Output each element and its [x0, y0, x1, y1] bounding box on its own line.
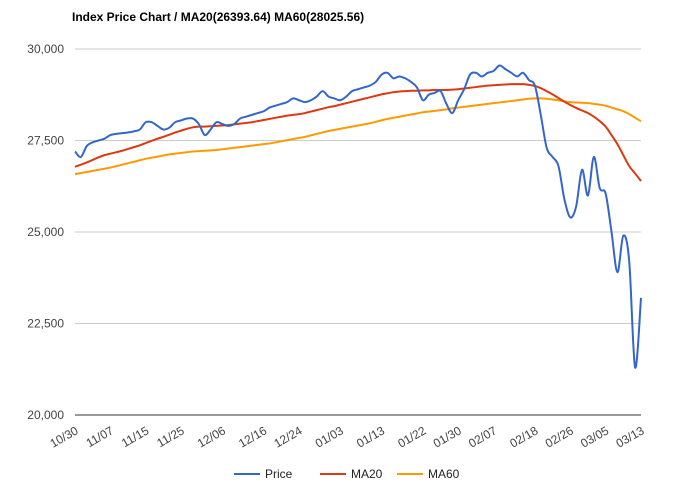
- y-axis-ticks: 20,000 22,500 25,000 27,500 30,000: [27, 42, 64, 422]
- x-tick-label: 11/25: [154, 423, 187, 450]
- legend-label-price[interactable]: Price: [265, 467, 293, 481]
- legend-label-ma60[interactable]: MA60: [428, 467, 460, 481]
- x-tick-label: 11/07: [84, 423, 117, 450]
- x-tick-label: 10/30: [47, 423, 80, 450]
- x-tick-label: 01/13: [354, 423, 387, 450]
- x-tick-label: 11/15: [119, 423, 152, 450]
- x-tick-label: 01/30: [431, 423, 464, 450]
- y-tick-label: 22,500: [27, 317, 64, 331]
- y-tick-label: 20,000: [27, 408, 64, 422]
- legend[interactable]: Price MA20 MA60: [234, 467, 460, 481]
- series-line-price: [74, 64, 642, 369]
- x-tick-label: 02/07: [466, 423, 499, 450]
- series-line-ma20: [74, 83, 642, 182]
- x-tick-label: 03/13: [613, 423, 646, 450]
- y-tick-label: 25,000: [27, 225, 64, 239]
- series-lines: [74, 64, 642, 369]
- chart-title: Index Price Chart / MA20(26393.64) MA60(…: [72, 10, 365, 24]
- x-tick-label: 02/18: [507, 423, 540, 450]
- legend-label-ma20[interactable]: MA20: [351, 467, 383, 481]
- y-tick-label: 30,000: [27, 42, 64, 56]
- series-line-ma60: [74, 97, 642, 176]
- x-tick-label: 01/22: [395, 423, 428, 450]
- x-tick-label: 01/03: [313, 423, 346, 450]
- gridlines: [75, 48, 641, 416]
- x-tick-label: 12/24: [272, 423, 305, 450]
- y-tick-label: 27,500: [27, 134, 64, 148]
- x-tick-label: 12/06: [195, 423, 228, 450]
- x-axis-ticks: 10/30 11/07 11/15 11/25 12/06 12/16 12/24 01/03…: [47, 423, 646, 450]
- x-tick-label: 12/16: [236, 423, 269, 450]
- x-tick-label: 03/05: [578, 423, 611, 450]
- x-tick-label: 02/26: [543, 423, 576, 450]
